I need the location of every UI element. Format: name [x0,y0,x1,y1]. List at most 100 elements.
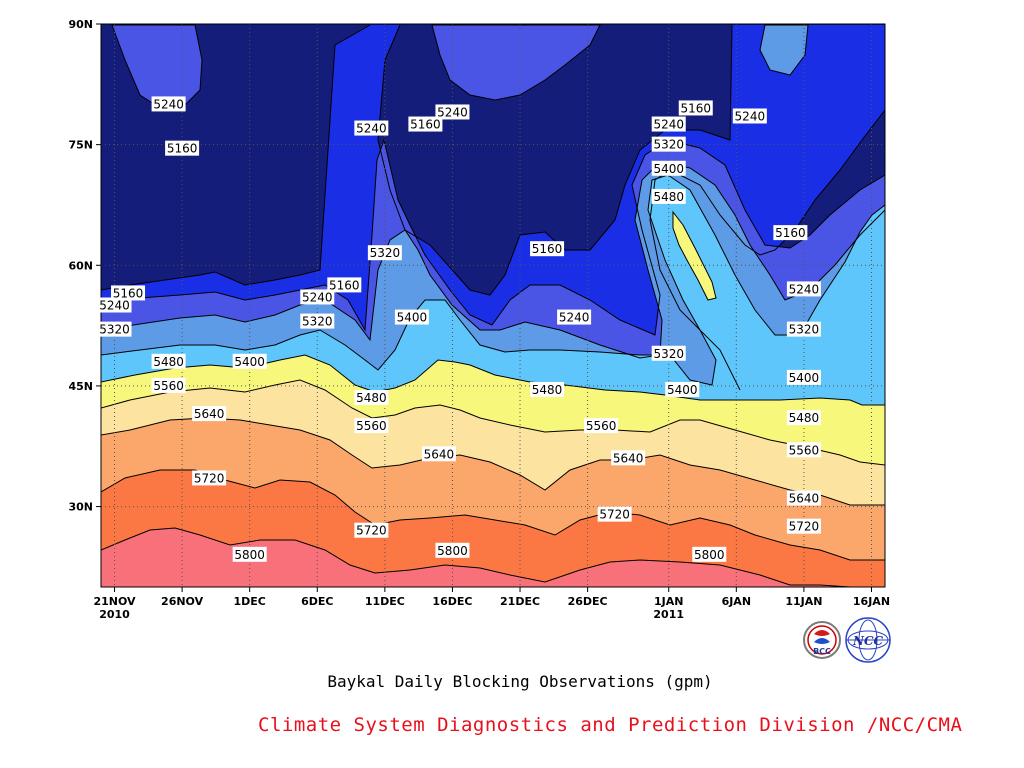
contour-label: 5640 [421,446,456,462]
contour-label: 5720 [786,518,821,534]
contour-label: 5160 [327,277,362,293]
contour-label: 5240 [435,104,470,120]
contour-label: 5800 [232,546,267,562]
contour-label: 5800 [692,546,727,562]
x-tick-label: 11DEC [365,595,405,608]
contour-label: 5480 [786,410,821,426]
svg-text:5240: 5240 [356,122,387,136]
polar-patch-5240-b [431,24,601,101]
contour-label: 5640 [786,490,821,506]
svg-text:5320: 5320 [653,138,684,152]
svg-text:5640: 5640 [194,407,225,421]
y-axis: 30N 45N 60N 75N 90N [68,18,101,514]
svg-text:5160: 5160 [113,286,144,300]
svg-text:5240: 5240 [437,105,468,119]
svg-text:5400: 5400 [397,311,428,325]
contour-label: 5240 [732,108,767,124]
band-5880 [101,528,850,587]
svg-text:5640: 5640 [613,451,644,465]
contour-label: 5320 [651,136,686,152]
svg-text:5400: 5400 [653,162,684,176]
x-tick-label: 6DEC [301,595,333,608]
x-tick-label: 26NOV [161,595,204,608]
svg-text:5320: 5320 [370,246,401,260]
svg-text:5480: 5480 [789,411,820,425]
bcc-logo-text: BCC [813,647,831,656]
x-tick-label: 16JAN [853,595,890,608]
x-tick-year: 2010 [99,608,130,621]
contour-label: 5320 [786,321,821,337]
bcc-logo: BCC [803,621,841,659]
contour-label: 5240 [354,120,389,136]
svg-text:5480: 5480 [153,355,184,369]
contour-label: 5640 [192,406,227,422]
contour-label: 5720 [354,522,389,538]
svg-text:5400: 5400 [667,383,698,397]
contour-label: 5160 [111,285,146,301]
contour-label: 5560 [584,418,619,434]
svg-text:5560: 5560 [153,379,184,393]
svg-text:5800: 5800 [234,548,265,562]
svg-text:5160: 5160 [680,101,711,115]
svg-text:5160: 5160 [775,226,806,240]
y-tick-label: 90N [68,18,93,31]
svg-text:5720: 5720 [356,524,387,538]
contour-label: 5160 [530,241,565,257]
svg-text:5160: 5160 [329,278,360,292]
y-tick-label: 60N [68,259,93,272]
contour-label: 5720 [192,470,227,486]
svg-text:5240: 5240 [99,299,130,313]
svg-text:5400: 5400 [234,355,265,369]
contour-label: 5240 [151,96,186,112]
svg-text:5560: 5560 [789,443,820,457]
x-tick-label: 21DEC [500,595,540,608]
contour-label: 5160 [408,116,443,132]
contour-label: 5160 [165,140,200,156]
contour-label: 5400 [786,369,821,385]
x-tick-label: 6JAN [722,595,751,608]
contour-label: 5400 [651,160,686,176]
contour-label: 5320 [367,245,402,261]
contour-label: 5160 [773,225,808,241]
credit-line: Climate System Diagnostics and Predictio… [258,714,963,736]
x-tick-label: 1JAN [654,595,683,608]
svg-text:5720: 5720 [789,520,820,534]
svg-text:5720: 5720 [599,508,630,522]
contour-label: 5240 [97,297,132,313]
polar-patch-5400 [759,24,809,76]
svg-text:5800: 5800 [694,548,725,562]
contour-label: 5320 [300,313,335,329]
contour-label: 5400 [394,309,429,325]
x-tick-year: 2011 [653,608,684,621]
ncc-logo: NCC [845,617,891,663]
contour-label: 5400 [665,381,700,397]
contour-label: 5480 [151,353,186,369]
grid-lines [101,24,885,587]
svg-text:5800: 5800 [437,544,468,558]
svg-text:5560: 5560 [356,419,387,433]
svg-text:5320: 5320 [653,347,684,361]
contour-label: 5480 [530,381,565,397]
x-tick-label: 21NOV [93,595,136,608]
y-tick-label: 30N [68,501,93,514]
svg-text:5720: 5720 [194,471,225,485]
svg-text:5240: 5240 [789,282,820,296]
chart-title: Baykal Daily Blocking Observations (gpm) [327,672,713,691]
contour-label: 5240 [557,309,592,325]
x-tick-label: 26DEC [568,595,608,608]
svg-text:5320: 5320 [789,323,820,337]
contour-label: 5800 [435,542,470,558]
svg-text:5320: 5320 [99,323,130,337]
x-tick-label: 16DEC [432,595,472,608]
x-tick-label: 11JAN [785,595,822,608]
contour-label: 5320 [97,321,132,337]
svg-text:5240: 5240 [735,109,766,123]
contour-label: 5240 [651,116,686,132]
contour-label: 5480 [651,188,686,204]
svg-text:5320: 5320 [302,315,333,329]
contour-label: 5480 [354,389,389,405]
svg-text:5160: 5160 [410,118,441,132]
contour-label: 5320 [651,345,686,361]
